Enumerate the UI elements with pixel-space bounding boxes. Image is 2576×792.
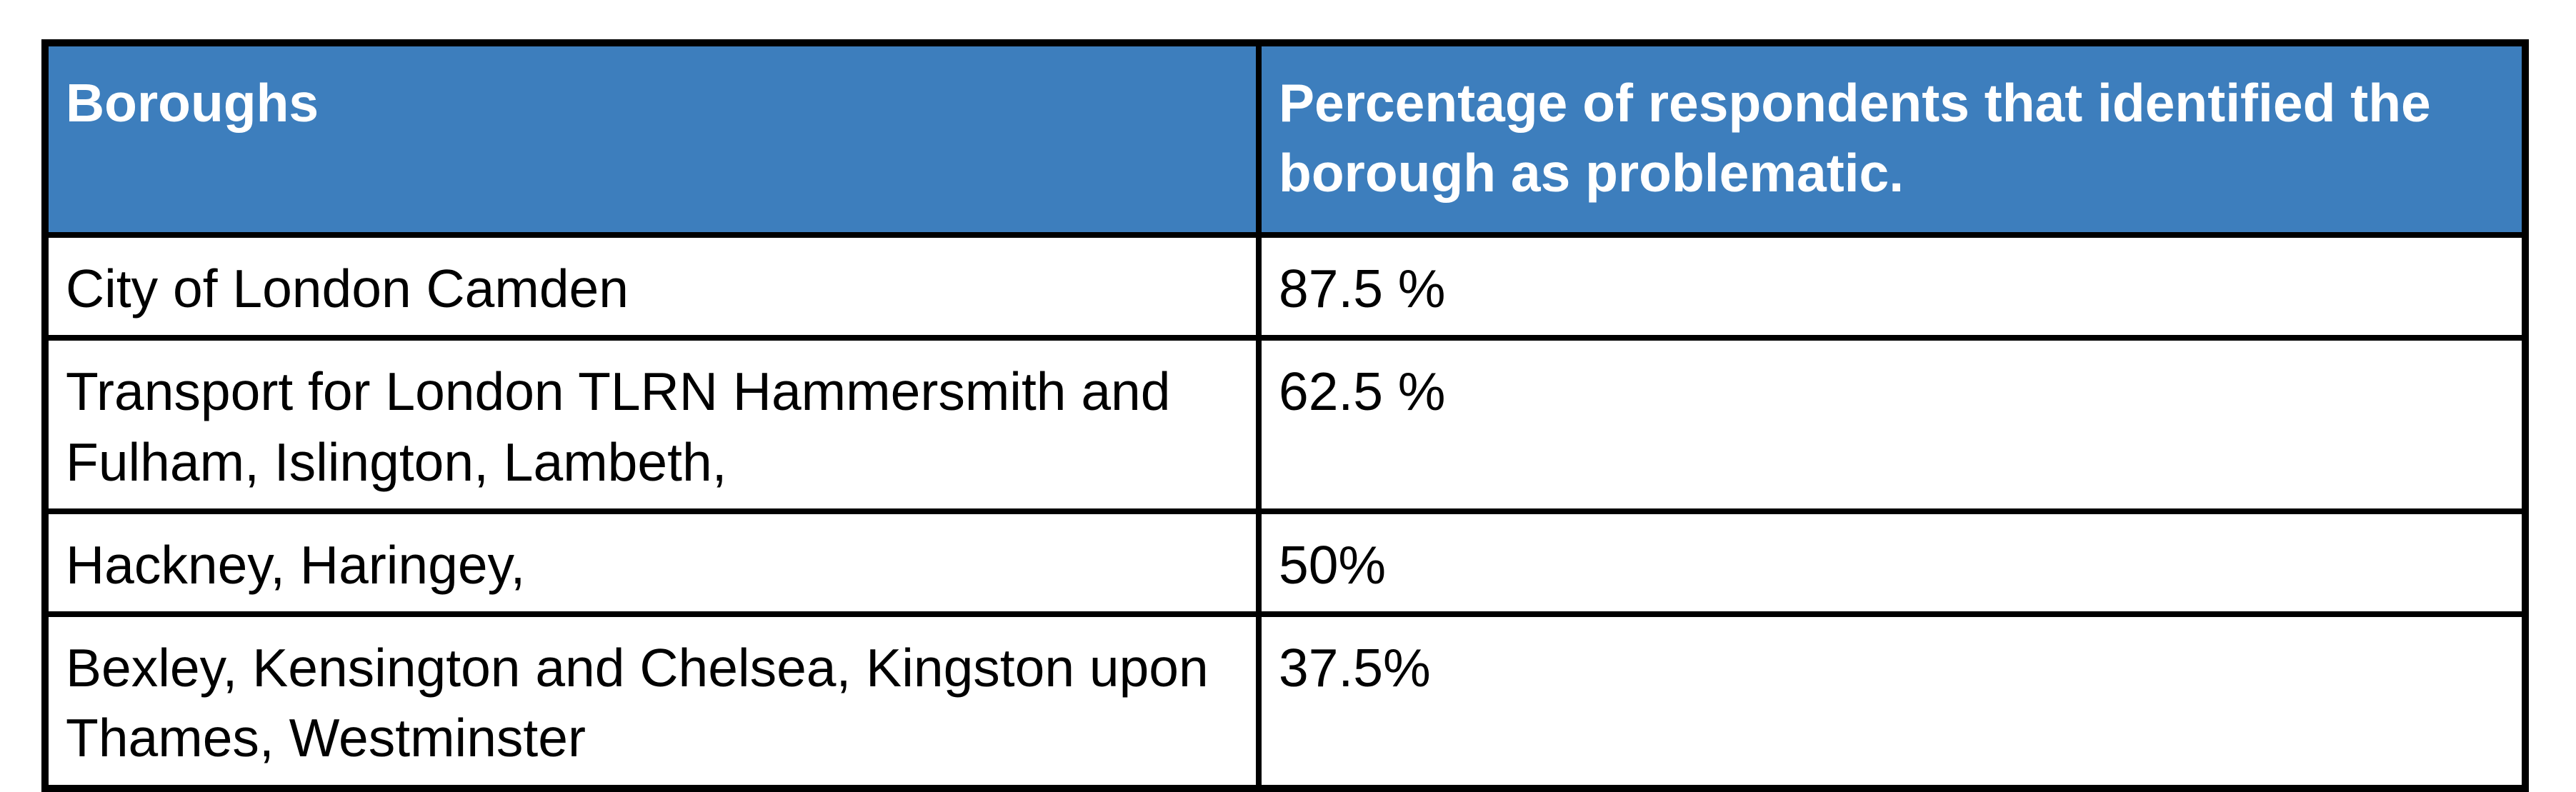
table-row: Bexley, Kensington and Chelsea, Kingston… [42, 611, 2528, 791]
percentage-cell: 62.5 % [1256, 335, 2528, 514]
table-row: Hackney, Haringey, 50% [42, 508, 2528, 618]
percentage-cell: 50% [1256, 508, 2528, 618]
header-cell-boroughs: Boroughs [42, 40, 1262, 238]
header-cell-percentage: Percentage of respondents that identifie… [1256, 40, 2528, 238]
table-row: City of London Camden 87.5 % [42, 231, 2528, 341]
boroughs-table: Boroughs Percentage of respondents that … [41, 39, 2529, 792]
percentage-cell: 87.5 % [1256, 231, 2528, 341]
table-row: Transport for London TLRN Hammersmith an… [42, 335, 2528, 514]
borough-cell: City of London Camden [42, 231, 1262, 341]
table-header: Boroughs Percentage of respondents that … [42, 40, 2528, 238]
borough-cell: Transport for London TLRN Hammersmith an… [42, 335, 1262, 514]
borough-cell: Hackney, Haringey, [42, 508, 1262, 618]
table-body: City of London Camden 87.5 % Transport f… [42, 231, 2528, 791]
borough-cell: Bexley, Kensington and Chelsea, Kingston… [42, 611, 1262, 791]
percentage-cell: 37.5% [1256, 611, 2528, 791]
header-row: Boroughs Percentage of respondents that … [42, 40, 2528, 238]
